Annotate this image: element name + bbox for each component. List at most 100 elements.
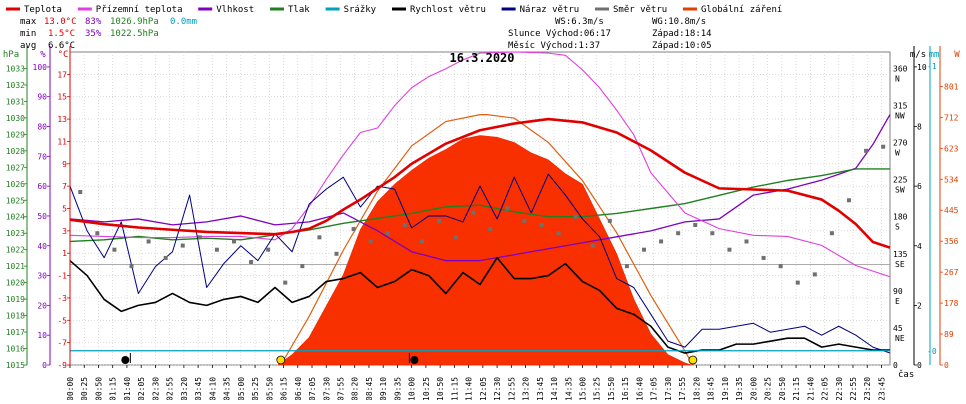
wind-direction-point [693, 222, 698, 227]
wind-direction-point [710, 231, 715, 236]
x-tick-label: 00:50 [94, 377, 103, 400]
legend-item-8: Globální záření [701, 5, 782, 15]
w-tick-label: 534 [944, 175, 959, 184]
ms-tick-label: 8 [917, 123, 922, 132]
stats-max-hum: 83% [85, 17, 102, 27]
wind-direction-point [351, 227, 356, 232]
hpa-tick-label: 1020 [6, 279, 25, 288]
wind-direction-point [163, 255, 168, 260]
x-tick-label: 02:55 [166, 377, 175, 400]
dir-cardinal-label: S [895, 223, 900, 232]
hpa-tick-label: 1017 [6, 328, 25, 337]
dir-tick-label: 360 [893, 64, 908, 73]
stats-max-press: 1026.9hPa [110, 17, 159, 27]
wind-direction-point [180, 243, 185, 248]
series-rychlost-vetru [69, 256, 890, 354]
series-lines [69, 51, 891, 354]
wind-direction-point [539, 222, 544, 227]
wind-direction-point [368, 239, 373, 244]
hpa-tick-label: 1027 [6, 163, 25, 172]
wind-direction-point [847, 198, 851, 203]
stats-max-rain: 0.0mm [170, 17, 197, 27]
temp-tick-label: -7 [57, 339, 67, 348]
wind-direction-point [829, 231, 834, 236]
dir-tick-label: 135 [893, 250, 908, 259]
wind-direction-point [624, 264, 629, 269]
series-tlak [69, 168, 890, 243]
wind-direction-point [676, 231, 681, 236]
x-tick-label: 00:25 [80, 377, 89, 400]
pct-tick-label: 50 [37, 212, 47, 221]
hpa-tick-label: 1023 [6, 229, 25, 238]
temp-tick-label: 5 [62, 205, 67, 214]
wind-direction-point [881, 144, 886, 149]
wind-direction-point [402, 222, 407, 227]
x-tick-label: 13:20 [522, 377, 531, 400]
x-tick-label: 10:50 [436, 377, 445, 400]
wind-direction-point [744, 239, 749, 244]
ms-tick-label: 2 [917, 301, 922, 310]
stats-min-temp: 1.5°C [48, 29, 75, 39]
dir-tick-label: 225 [893, 176, 908, 185]
dir-tick-label: 0 [893, 361, 898, 370]
dir-tick-label: 315 [893, 102, 908, 111]
hpa-tick-label: 1025 [6, 196, 25, 205]
x-tick-label: 23:45 [877, 377, 886, 400]
moonset-marker [410, 356, 419, 364]
pct-tick-label: 70 [37, 152, 47, 161]
w-tick-label: 712 [944, 113, 959, 122]
dir-cardinal-label: SW [895, 186, 905, 195]
x-tick-label: 06:40 [294, 377, 303, 400]
sun-info-block: WS:6.3m/s WG:10.8m/s Slunce Východ:06:17… [508, 17, 712, 51]
hpa-axis-label: hPa [3, 50, 19, 60]
ms-tick-label: 10 [917, 63, 927, 72]
wind-direction-point [607, 218, 612, 223]
x-tick-label: 07:05 [308, 377, 317, 400]
stats-min-hum: 35% [85, 29, 102, 39]
pct-tick-label: 100 [33, 63, 48, 72]
x-tick-label: 06:15 [280, 377, 289, 400]
mm-axis-label: mm [929, 50, 940, 60]
x-tick-label: 16:15 [621, 377, 630, 400]
x-tick-label: 03:45 [194, 377, 203, 400]
series-prizemni-teplota [69, 51, 891, 278]
wind-direction-point [727, 247, 732, 252]
wind-direction-point [249, 260, 254, 265]
temp-tick-label: 9 [62, 160, 67, 169]
sunset-marker [688, 355, 698, 365]
w-tick-label: 445 [944, 206, 959, 215]
dir-cardinal-label: NW [895, 112, 905, 121]
wind-direction-point [812, 272, 817, 277]
wind-direction-point [385, 231, 390, 236]
hpa-tick-label: 1024 [6, 213, 25, 222]
x-tick-label: 02:05 [137, 377, 146, 400]
x-tick-label: 03:20 [180, 377, 189, 400]
x-tick-label: 02:30 [151, 377, 160, 400]
wind-direction-point [95, 231, 100, 236]
wind-direction-point [300, 264, 305, 269]
temp-tick-label: -5 [57, 316, 67, 325]
hpa-tick-label: 1015 [6, 361, 25, 370]
dir-tick-label: 270 [893, 139, 908, 148]
sunset-text: Západ:18:14 [652, 29, 712, 39]
stats-max-temp: 13.0°C [44, 17, 77, 27]
temp-axis-label: °C [58, 50, 69, 60]
series-radiation-area [278, 135, 692, 366]
pct-axis-label: % [40, 50, 46, 60]
pct-tick-label: 0 [42, 361, 47, 370]
hpa-tick-label: 1030 [6, 114, 25, 123]
x-tick-label: 15:00 [579, 377, 588, 400]
x-tick-label: 07:55 [336, 377, 345, 400]
x-tick-label: 08:45 [365, 377, 374, 400]
moonset-text: Západ:10:05 [652, 41, 712, 51]
series-vlhkost [69, 114, 891, 262]
x-tick-label: 12:30 [493, 377, 502, 400]
legend-item-5: Rychlost větru [410, 5, 486, 15]
x-tick-label: 11:15 [450, 377, 459, 400]
ms-tick-label: 6 [917, 182, 922, 191]
x-tick-label: 22:05 [821, 377, 830, 400]
wind-direction-point [471, 210, 476, 215]
mm-tick-label: -0 [927, 347, 937, 356]
wind-direction-point [556, 231, 561, 236]
